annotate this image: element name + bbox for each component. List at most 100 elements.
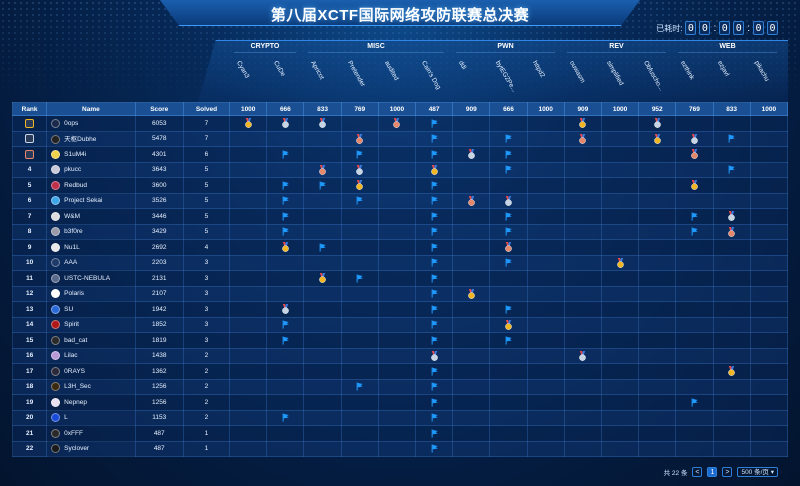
table-row[interactable]: 8 b3f0re 3429 5 — [11, 223, 789, 240]
team-cell[interactable]: Lilac — [46, 347, 136, 364]
solve-cell — [563, 440, 602, 457]
solve-cell — [229, 301, 268, 318]
team-name[interactable]: pkucc — [64, 166, 82, 174]
team-cell[interactable]: pkucc — [46, 161, 136, 178]
team-name[interactable]: USTC-NEBULA — [64, 274, 111, 282]
team-cell[interactable]: S1uM4i — [46, 146, 136, 163]
table-row[interactable]: 18 L3H_Sec 1256 2 — [11, 378, 789, 395]
table-row[interactable]: 12 Polaris 2107 3 — [11, 285, 789, 302]
flag-icon — [431, 367, 438, 376]
team-name[interactable]: Redbud — [64, 181, 87, 189]
solve-cell — [377, 177, 417, 194]
team-avatar — [51, 289, 61, 299]
table-row[interactable]: 22 Syclover 487 1 — [11, 440, 789, 457]
flag-icon — [505, 305, 512, 314]
gold-medal-icon — [579, 118, 587, 129]
team-name[interactable]: Nu1L — [64, 243, 80, 251]
table-row[interactable]: 7 W&M 3446 5 — [11, 208, 789, 225]
category-divider — [567, 52, 666, 53]
team-cell[interactable]: 0ops — [46, 115, 136, 132]
team-name[interactable]: 0RAYS — [64, 367, 86, 375]
solve-cell — [415, 378, 454, 395]
solve-cell — [526, 177, 565, 194]
rank-cell: 8 — [11, 223, 48, 240]
team-cell[interactable]: Redbud — [46, 177, 136, 194]
page-number-button[interactable]: 1 — [707, 467, 718, 477]
solve-cell — [600, 394, 640, 411]
team-cell[interactable]: 天枢Dubhe — [46, 130, 136, 147]
team-cell[interactable]: bad_cat — [46, 332, 136, 349]
team-name[interactable]: Syclover — [64, 445, 90, 453]
rank-cell: 15 — [11, 332, 48, 349]
title-bar — [160, 0, 640, 26]
table-row[interactable]: S1uM4i 4301 6 — [11, 146, 789, 163]
team-cell[interactable]: 0RAYS — [46, 363, 136, 380]
table-row[interactable]: 19 Nepnep 1256 2 — [11, 394, 789, 411]
team-name[interactable]: W&M — [64, 212, 81, 220]
team-name[interactable]: Polaris — [64, 290, 85, 298]
flag-icon — [431, 243, 438, 252]
solve-cell — [600, 161, 640, 178]
team-name[interactable]: L3H_Sec — [64, 383, 91, 391]
silver-medal-icon — [430, 350, 438, 361]
team-cell[interactable]: W&M — [46, 208, 136, 225]
table-row[interactable]: 21 0xFFF 487 1 — [11, 425, 789, 442]
flag-icon — [431, 196, 438, 205]
team-cell[interactable]: L3H_Sec — [46, 378, 136, 395]
silver-medal-icon — [468, 149, 475, 160]
team-cell[interactable]: b3f0re — [46, 223, 136, 240]
team-cell[interactable]: Nepnep — [46, 394, 136, 411]
table-row[interactable]: 10 AAA 2203 3 — [11, 254, 789, 271]
team-name[interactable]: S1uM4i — [64, 150, 87, 158]
gold-medal-icon — [505, 319, 512, 330]
prev-page-button[interactable]: < — [692, 467, 703, 477]
team-cell[interactable]: Polaris — [46, 285, 136, 302]
team-cell[interactable]: Nu1L — [46, 239, 136, 256]
table-row[interactable]: 16 Lilac 1438 2 — [11, 347, 789, 364]
table-row[interactable]: 20 L 1153 2 — [11, 409, 789, 426]
team-name[interactable]: Project Sekai — [64, 197, 103, 205]
table-row[interactable]: 天枢Dubhe 5478 7 — [11, 130, 789, 147]
table-row[interactable]: 17 0RAYS 1362 2 — [11, 363, 789, 380]
team-cell[interactable]: 0xFFF — [46, 425, 136, 442]
team-name[interactable]: bad_cat — [64, 336, 88, 344]
team-name[interactable]: L — [64, 414, 68, 422]
rank-cell: 21 — [11, 425, 48, 442]
team-cell[interactable]: USTC-NEBULA — [46, 270, 136, 287]
next-page-button[interactable]: > — [722, 467, 733, 477]
team-cell[interactable]: Syclover — [46, 440, 136, 457]
team-name[interactable]: b3f0re — [64, 228, 83, 236]
solve-cell — [638, 270, 677, 287]
table-row[interactable]: 14 Spirit 1852 3 — [11, 316, 789, 333]
table-row[interactable]: 6 Project Sekai 3526 5 — [11, 192, 789, 209]
team-name[interactable]: 天枢Dubhe — [64, 136, 97, 144]
team-cell[interactable]: Spirit — [46, 316, 136, 333]
solve-cell — [489, 146, 528, 163]
team-name[interactable]: AAA — [64, 259, 78, 267]
team-name[interactable]: Nepnep — [64, 398, 87, 406]
solve-cell — [489, 177, 528, 194]
table-row[interactable]: 0ops 6053 7 — [11, 115, 789, 132]
page-size-select[interactable]: 500 条/页 ▾ — [737, 467, 778, 477]
category-rev: REV — [609, 43, 624, 50]
solve-cell — [229, 146, 268, 163]
bronze-medal-icon — [319, 164, 326, 175]
team-name[interactable]: Spirit — [64, 321, 79, 329]
team-avatar — [51, 351, 61, 361]
table-row[interactable]: 4 pkucc 3643 5 — [11, 161, 789, 178]
team-name[interactable]: 0xFFF — [64, 429, 83, 437]
solve-cell — [377, 347, 417, 364]
table-row[interactable]: 5 Redbud 3600 5 — [11, 177, 789, 194]
table-row[interactable]: 15 bad_cat 1819 3 — [11, 332, 789, 349]
table-row[interactable]: 11 USTC-NEBULA 2131 3 — [11, 270, 789, 287]
team-cell[interactable]: L — [46, 409, 136, 426]
team-name[interactable]: 0ops — [64, 119, 79, 127]
flag-icon — [431, 429, 438, 438]
team-cell[interactable]: AAA — [46, 254, 136, 271]
team-cell[interactable]: SU — [46, 301, 136, 318]
team-cell[interactable]: Project Sekai — [46, 192, 136, 209]
table-row[interactable]: 9 Nu1L 2692 4 — [11, 239, 789, 256]
team-name[interactable]: Lilac — [64, 352, 78, 360]
table-row[interactable]: 13 SU 1942 3 — [11, 301, 789, 318]
team-name[interactable]: SU — [64, 305, 74, 313]
